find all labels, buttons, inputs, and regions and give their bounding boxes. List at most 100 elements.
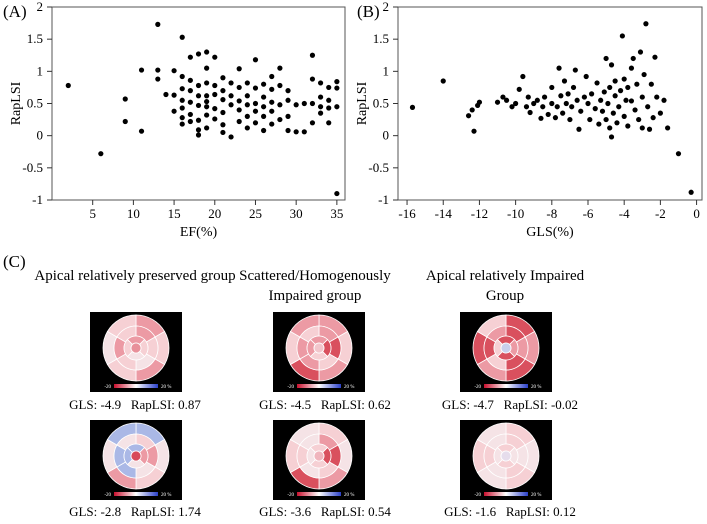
ef-data-point (195, 127, 202, 133)
ef-data-point (212, 82, 218, 89)
panel-label-c: (C) (3, 252, 26, 271)
ef-data-point (301, 100, 307, 107)
ef-data-point (317, 110, 324, 116)
gls-data-point (650, 115, 656, 121)
gls-data-point (603, 116, 609, 123)
gls-data-point (634, 81, 640, 87)
ef-data-point (228, 93, 234, 99)
gls-data-point (540, 104, 546, 110)
gls-data-point (654, 94, 660, 100)
ef-x-tick-label: 15 (168, 206, 181, 221)
scale-max-label: 20 % (531, 385, 541, 390)
scatter-chart-gls: -16 -14 -12 -10 -8 -6 -4 -2 0 -1 -0.5 0 0.5 1 1.5 2 GLS(… (355, 0, 703, 240)
ef-data-point (220, 122, 226, 128)
ef-data-point (317, 104, 324, 110)
gls-y-tick-label: 0 (383, 128, 390, 143)
ef-data-point (155, 67, 161, 73)
ef-data-point (236, 98, 242, 104)
scale-min-label: -20 (474, 493, 481, 498)
gls-y-tick-label: 1.5 (373, 31, 389, 46)
ef-data-point (171, 68, 177, 74)
ef-data-point (236, 84, 242, 91)
ef-data-point (179, 97, 185, 103)
gls-data-point (549, 84, 555, 91)
gls-data-point (523, 104, 530, 110)
ef-data-point (228, 102, 234, 108)
gls-data-point (570, 84, 577, 91)
ef-data-point (212, 116, 218, 122)
gls-data-point (599, 108, 606, 114)
strain-color-scale (484, 384, 528, 388)
ef-data-point (220, 129, 226, 136)
panel-label-a: (A) (3, 2, 27, 21)
ef-data-point (195, 82, 202, 89)
ef-data-point (187, 54, 193, 60)
ef-data-point (220, 88, 226, 94)
ef-data-point (285, 88, 291, 94)
gls-data-point (549, 100, 555, 107)
ef-data-point (212, 54, 218, 60)
apex-segment (130, 450, 142, 462)
ef-data-point (195, 117, 202, 123)
apex-segment (500, 342, 512, 354)
gls-data-point (440, 78, 446, 84)
gls-data-point (639, 125, 645, 131)
gls-x-axis-label: GLS(%) (526, 225, 574, 240)
gls-data-point (625, 84, 631, 91)
ef-data-point (236, 118, 242, 125)
gls-data-point (576, 126, 582, 132)
ef-data-point (269, 73, 275, 80)
ef-data-point (204, 80, 210, 86)
ef-data-point (155, 21, 161, 27)
gls-data-point (513, 100, 519, 107)
ef-y-tick-label: -0.5 (22, 160, 43, 175)
gls-data-point (594, 80, 600, 86)
ef-data-point (204, 112, 210, 118)
gls-data-point (578, 108, 584, 114)
ef-data-point (309, 100, 316, 107)
gls-x-tick-label: -4 (619, 206, 630, 221)
gls-y-tick-label: 1 (383, 63, 390, 78)
ef-x-tick-label: 20 (208, 206, 221, 221)
gls-data-point (621, 76, 627, 82)
gls-data-point (465, 113, 472, 119)
gls-data-point (525, 94, 531, 100)
gls-x-tick-label: 0 (693, 206, 700, 221)
ef-x-tick-label: 25 (249, 206, 262, 221)
scale-min-label: -20 (287, 493, 294, 498)
ef-data-point (301, 129, 307, 135)
gls-data-point (630, 55, 636, 62)
ef-x-tick-label: 5 (89, 206, 96, 221)
ef-data-point (334, 85, 340, 91)
apex-segment (313, 450, 325, 462)
ef-data-point (261, 94, 267, 100)
gls-data-point (538, 115, 544, 121)
gls-data-point (598, 97, 604, 103)
ef-data-point (269, 108, 275, 114)
gls-data-point (610, 110, 616, 116)
ef-data-point (220, 75, 226, 81)
gls-y-tick-label: -0.5 (368, 160, 389, 175)
group-title-preserved: Apical relatively preserved group (34, 268, 236, 284)
gls-x-tick-label: -16 (398, 206, 416, 221)
strain-color-scale (484, 492, 528, 496)
ef-data-point (261, 104, 267, 110)
gls-data-point (637, 49, 644, 55)
gls-y-tick-label: 0.5 (373, 96, 389, 111)
gls-data-point (625, 123, 631, 129)
caption-scattered-2: GLS: -3.6 RapLSI: 0.54 (259, 504, 391, 519)
ef-data-point (228, 134, 234, 140)
ef-data-point (98, 151, 104, 157)
gls-data-point (563, 100, 569, 107)
caption-preserved-2: GLS: -2.8 RapLSI: 1.74 (69, 504, 201, 519)
ef-data-point (285, 97, 291, 103)
gls-data-point (558, 93, 564, 99)
ef-data-point (187, 111, 193, 118)
gls-data-point (569, 104, 575, 110)
ef-data-point (244, 80, 250, 86)
gls-data-point (607, 84, 613, 91)
ef-data-point (122, 96, 128, 102)
gls-data-point (531, 100, 537, 107)
scale-max-label: 20 % (344, 385, 354, 390)
ef-data-point (204, 125, 210, 131)
